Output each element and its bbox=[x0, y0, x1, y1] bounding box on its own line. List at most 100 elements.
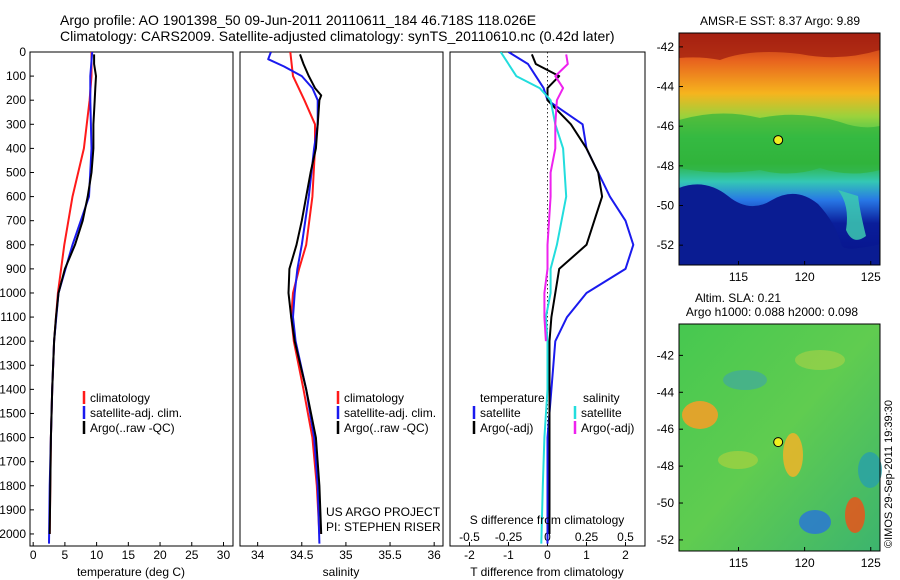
legend-label-t-argo: Argo(-adj) bbox=[480, 421, 533, 435]
x-tick-label: 1 bbox=[583, 548, 590, 562]
legend-title-salinity: salinity bbox=[583, 391, 620, 405]
lat-tick-label: -48 bbox=[657, 459, 675, 473]
salinity-axes-frame bbox=[239, 51, 444, 547]
s-diff-tick-label: -0.25 bbox=[495, 530, 523, 544]
depth-tick-label: 1100 bbox=[0, 310, 26, 324]
sla-positive-anomaly bbox=[682, 401, 718, 429]
depth-tick-label: 1600 bbox=[0, 431, 26, 445]
sla-positive-anomaly bbox=[718, 451, 758, 469]
lat-tick-label: -44 bbox=[657, 385, 675, 399]
temperature-x-axis-label: temperature (deg C) bbox=[77, 565, 185, 579]
sla-positive-anomaly bbox=[783, 433, 803, 477]
depth-tick-label: 1000 bbox=[0, 286, 26, 300]
float-location-marker bbox=[773, 135, 784, 146]
sst-field bbox=[679, 33, 880, 265]
temperature-x-ticks: 0 5 10 15 20 25 30 bbox=[30, 542, 231, 562]
x-tick-label: 35.5 bbox=[378, 548, 402, 562]
lon-tick-label: 115 bbox=[729, 556, 748, 570]
difference-series bbox=[499, 52, 635, 544]
x-tick-label: 20 bbox=[153, 548, 167, 562]
lat-tick-label: -46 bbox=[657, 119, 675, 133]
depth-tick-label: 1500 bbox=[0, 406, 26, 420]
figure-title-line-2: Climatology: CARS2009. Satellite-adjuste… bbox=[60, 28, 615, 44]
legend-label-argo: Argo(..raw -QC) bbox=[90, 421, 175, 435]
temperature-axes-frame bbox=[29, 51, 234, 547]
x-tick-label: 35 bbox=[339, 548, 353, 562]
sla-negative-anomaly bbox=[799, 510, 831, 534]
x-tick-label: 34.5 bbox=[290, 548, 314, 562]
float-location-marker bbox=[773, 437, 784, 448]
sla-positive-anomaly bbox=[845, 497, 865, 533]
lat-tick-label: -48 bbox=[657, 159, 675, 173]
x-tick-label: -1 bbox=[503, 548, 514, 562]
lat-tick-label: -52 bbox=[657, 238, 675, 252]
temperature-legend: climatology satellite-adj. clim. Argo(..… bbox=[82, 391, 182, 435]
lat-tick-label: -50 bbox=[657, 496, 675, 510]
depth-tick-label: 1900 bbox=[0, 503, 26, 517]
x-tick-label: 34 bbox=[251, 548, 265, 562]
s-difference-axis-label: S difference from climatology bbox=[470, 513, 625, 527]
sst-map-panel: AMSR-E SST: 8.37 Argo: 9.89 -42 -44 -46 -48… bbox=[657, 14, 881, 284]
depth-tick-label: 1700 bbox=[0, 455, 26, 469]
lat-tick-label: -44 bbox=[657, 80, 675, 94]
legend-label-climatology: climatology bbox=[90, 391, 150, 405]
legend-label-satellite-adj: satellite-adj. clim. bbox=[344, 406, 436, 420]
temperature-series bbox=[48, 52, 97, 544]
lon-tick-label: 125 bbox=[861, 270, 881, 284]
depth-tick-label: 2000 bbox=[0, 527, 26, 541]
sst-warm-patch bbox=[679, 33, 880, 60]
depth-tick-label: 600 bbox=[6, 190, 26, 204]
legend-label-s-satellite: satellite bbox=[581, 406, 622, 420]
salinity-panel: 34 34.5 35 35.5 36 salinity climatology sate… bbox=[239, 51, 444, 579]
sla-negative-anomaly bbox=[723, 370, 767, 390]
sla-map-title-line-1: Altim. SLA: 0.21 bbox=[695, 291, 781, 305]
x-tick-label: 10 bbox=[90, 548, 104, 562]
series-line-argo bbox=[287, 54, 323, 535]
legend-title-temperature: temperature bbox=[480, 391, 545, 405]
salinity-legend: climatology satellite-adj. clim. Argo(..… bbox=[336, 391, 436, 435]
difference-panel: -2 -1 0 1 2 -0.5 -0.25 0 0.25 0.5 T difference f… bbox=[449, 51, 646, 579]
depth-tick-label: 800 bbox=[6, 238, 26, 252]
series-line-argo bbox=[48, 54, 97, 535]
sla-field bbox=[679, 324, 882, 551]
x-tick-label: 30 bbox=[217, 548, 231, 562]
sla-map-title-line-2: Argo h1000: 0.088 h2000: 0.098 bbox=[686, 305, 858, 319]
legend-label-climatology: climatology bbox=[344, 391, 404, 405]
legend-label-satellite-adj: satellite-adj. clim. bbox=[90, 406, 182, 420]
depth-tick-label: 1800 bbox=[0, 479, 26, 493]
lat-tick-label: -52 bbox=[657, 533, 675, 547]
sst-eddy-patch bbox=[838, 190, 866, 240]
t-difference-x-axis-label: T difference from climatology bbox=[470, 565, 624, 579]
temperature-panel: 0100200300400500600700800900100011001200… bbox=[0, 45, 234, 579]
salinity-x-ticks: 34 34.5 35 35.5 36 bbox=[251, 542, 441, 562]
salinity-x-axis-label: salinity bbox=[323, 565, 360, 579]
sst-map-frame bbox=[678, 32, 881, 266]
lon-tick-label: 120 bbox=[795, 556, 815, 570]
imos-timestamp: ©IMOS 29-Sep-2011 19:39:30 bbox=[883, 400, 895, 548]
sst-map-title: AMSR-E SST: 8.37 Argo: 9.89 bbox=[700, 14, 860, 28]
lon-tick-label: 120 bbox=[795, 270, 815, 284]
figure-title-line-1: Argo profile: AO 1901398_50 09-Jun-2011 … bbox=[60, 12, 537, 28]
depth-tick-label: 500 bbox=[6, 165, 26, 179]
depth-tick-label: 1300 bbox=[0, 358, 26, 372]
series-line-climatology bbox=[289, 52, 321, 535]
x-tick-label: 36 bbox=[427, 548, 441, 562]
depth-tick-label: 1400 bbox=[0, 382, 26, 396]
sla-positive-anomaly bbox=[795, 350, 845, 370]
x-tick-label: 15 bbox=[122, 548, 136, 562]
series-line-s_argo bbox=[543, 54, 569, 342]
x-tick-label: 25 bbox=[185, 548, 199, 562]
series-line-s_satellite bbox=[499, 52, 568, 544]
legend-label-s-argo: Argo(-adj) bbox=[581, 421, 634, 435]
salinity-difference-ticks: -0.5 -0.25 0 0.25 0.5 bbox=[459, 530, 634, 544]
depth-tick-label: 400 bbox=[6, 141, 26, 155]
sst-cold-patch bbox=[679, 184, 880, 265]
sst-lat-ticks: -42 -44 -46 -48 -50 -52 bbox=[657, 40, 683, 252]
depth-tick-label: 900 bbox=[6, 262, 26, 276]
lat-tick-label: -46 bbox=[657, 422, 675, 436]
series-line-satellite bbox=[507, 52, 635, 544]
s-diff-tick-label: 0.5 bbox=[617, 530, 634, 544]
s-diff-tick-label: 0.25 bbox=[575, 530, 599, 544]
x-tick-label: 0 bbox=[30, 548, 37, 562]
